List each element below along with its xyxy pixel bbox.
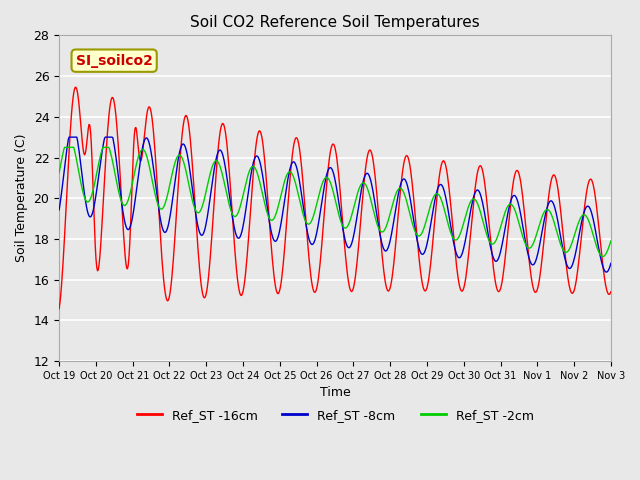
Title: Soil CO2 Reference Soil Temperatures: Soil CO2 Reference Soil Temperatures: [190, 15, 480, 30]
X-axis label: Time: Time: [319, 386, 350, 399]
Text: SI_soilco2: SI_soilco2: [76, 54, 152, 68]
Legend: Ref_ST -16cm, Ref_ST -8cm, Ref_ST -2cm: Ref_ST -16cm, Ref_ST -8cm, Ref_ST -2cm: [131, 404, 538, 427]
Y-axis label: Soil Temperature (C): Soil Temperature (C): [15, 134, 28, 263]
